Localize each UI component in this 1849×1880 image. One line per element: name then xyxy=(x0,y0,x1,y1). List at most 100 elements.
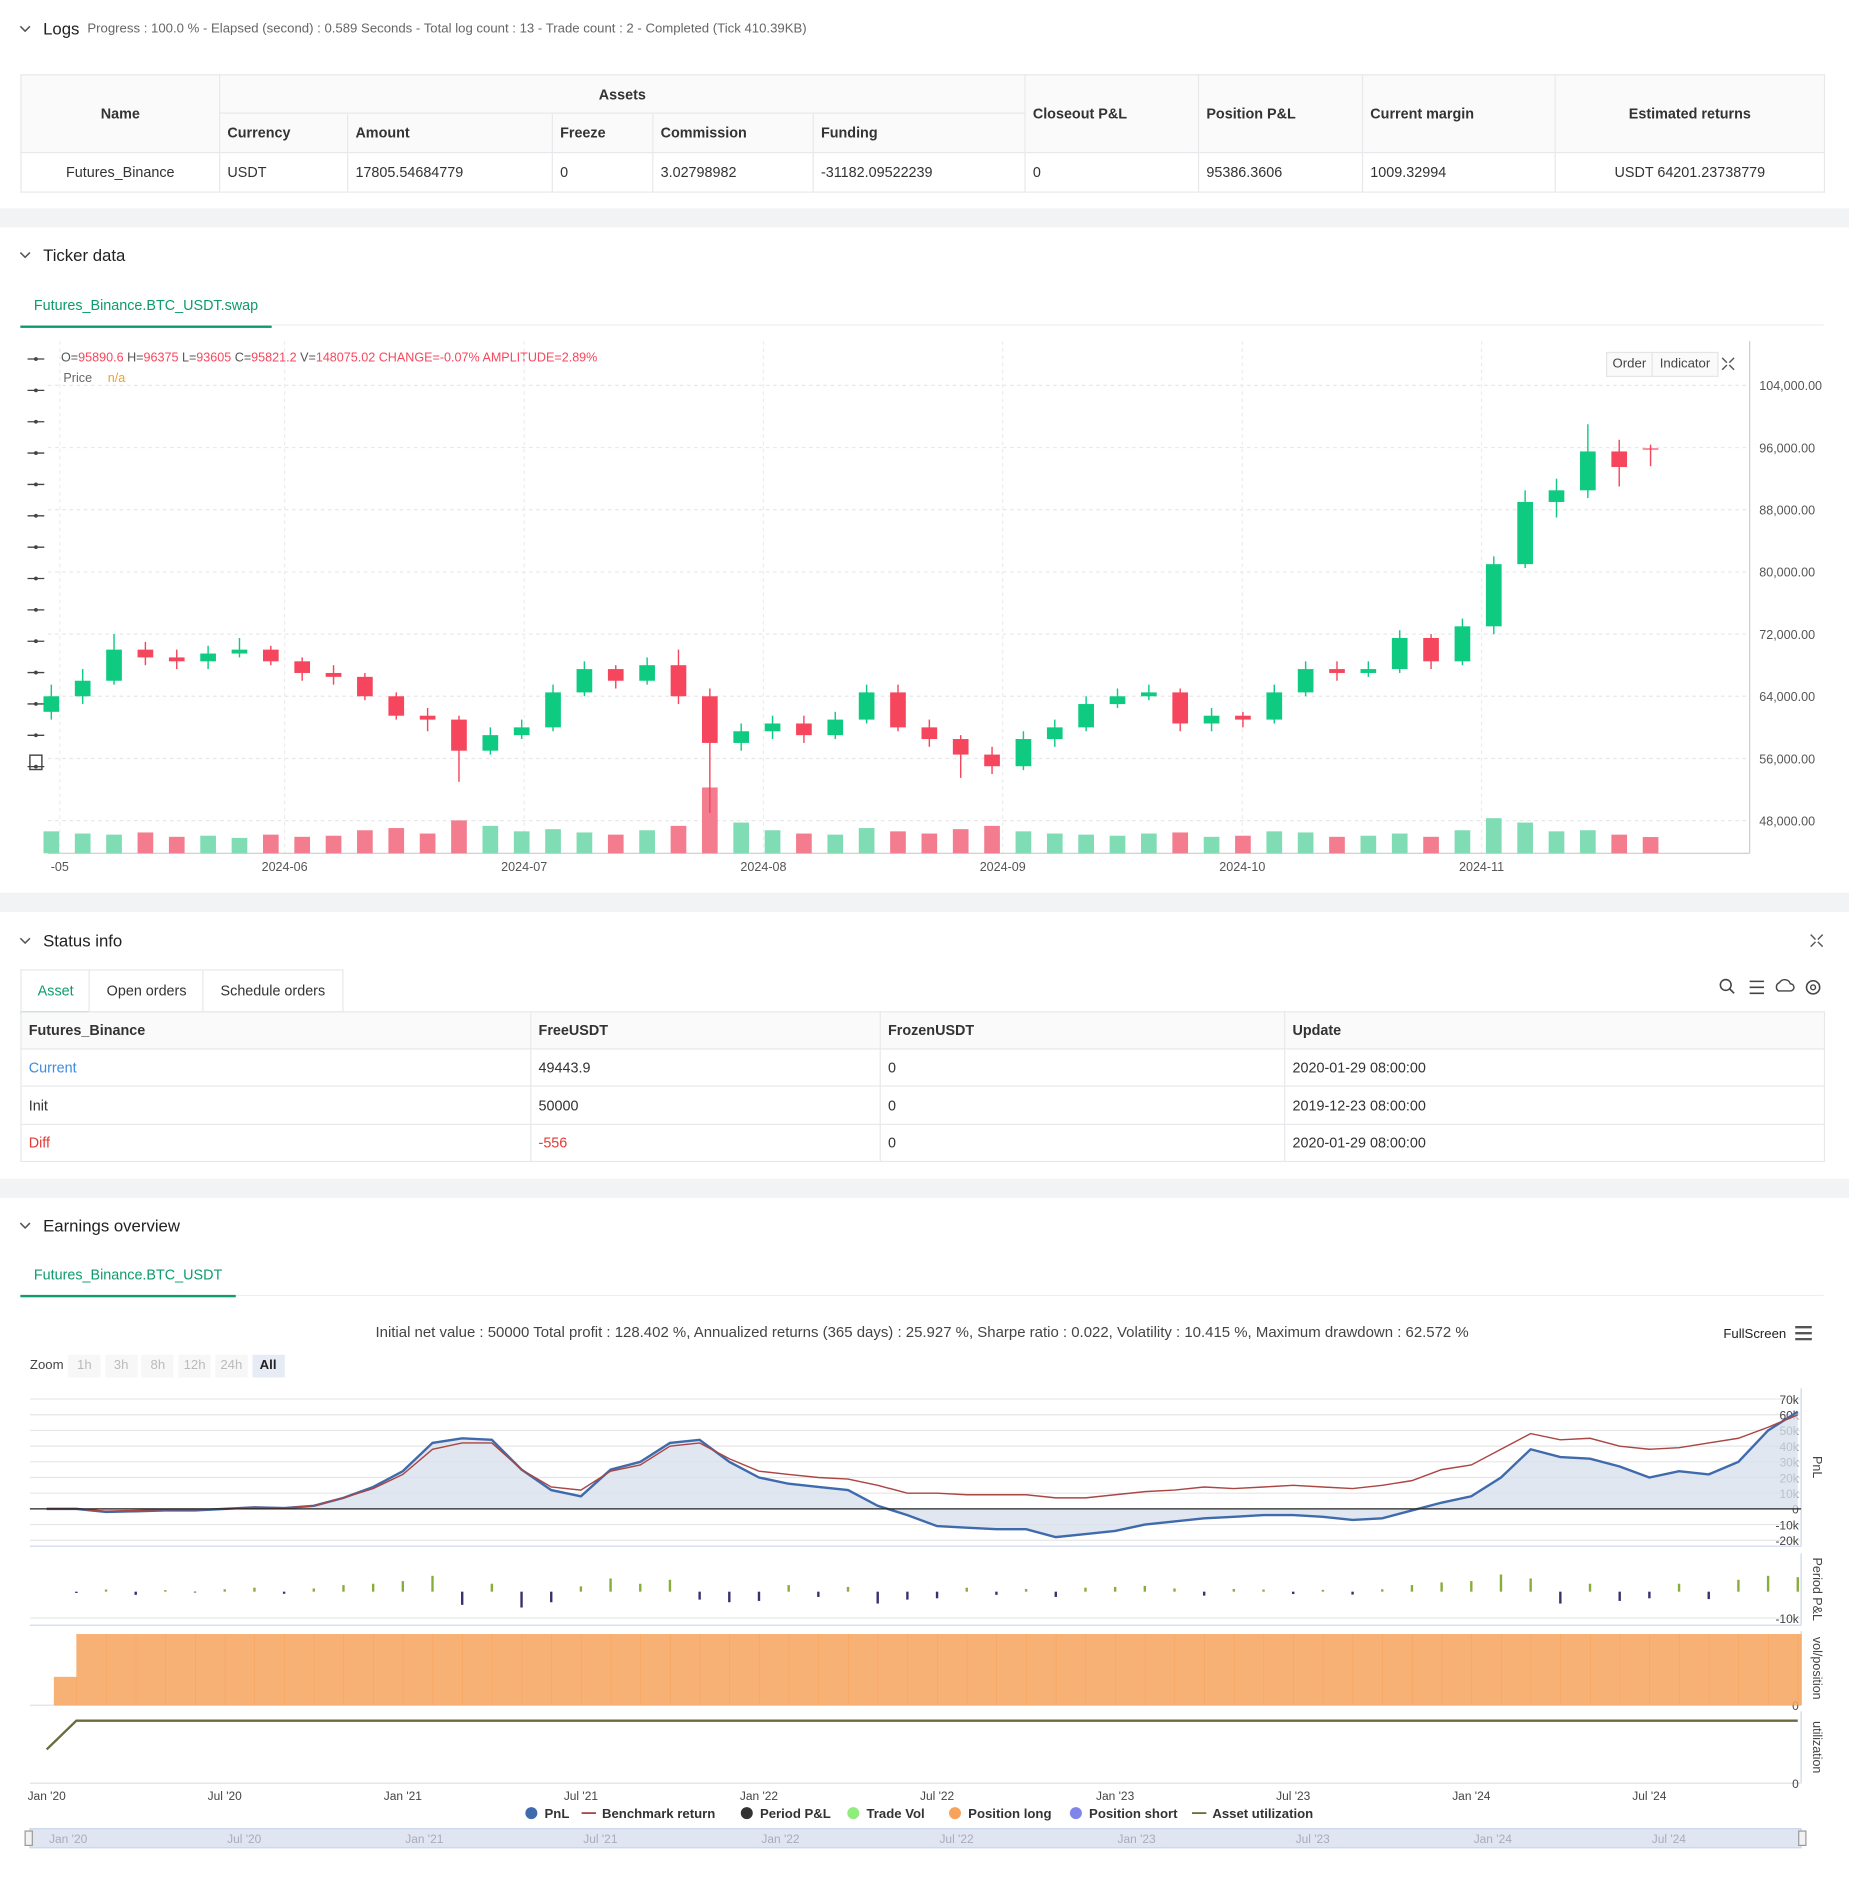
candle-body xyxy=(325,672,342,677)
bar xyxy=(1262,1589,1265,1592)
legend-item: Position short xyxy=(1089,1806,1178,1821)
legend-symbol xyxy=(525,1807,538,1820)
area-step xyxy=(1738,1634,1769,1706)
toolbar-icons[interactable] xyxy=(1719,978,1827,997)
volume-bar xyxy=(921,833,938,854)
collapse-icon[interactable] xyxy=(19,1219,31,1231)
area-step xyxy=(1411,1634,1443,1706)
tab[interactable]: Schedule orders xyxy=(202,969,344,1013)
volume-bar xyxy=(764,830,781,854)
bar xyxy=(193,1591,197,1593)
area-step xyxy=(491,1634,523,1706)
volume-bar xyxy=(1235,835,1251,854)
legend-item: Position long xyxy=(968,1806,1051,1821)
zoom-button[interactable]: 1h xyxy=(68,1354,101,1378)
zoom-button[interactable]: 3h xyxy=(104,1354,138,1378)
bar xyxy=(282,1591,286,1594)
navigator-label: Jan '23 xyxy=(1118,1832,1157,1846)
area-step xyxy=(788,1634,819,1706)
tool-icon xyxy=(33,419,38,424)
volume-bar xyxy=(639,830,655,854)
y-tick-label: 56,000.00 xyxy=(1759,752,1815,766)
y-tick-label: 60k xyxy=(1779,1409,1798,1423)
legend-item: Trade Vol xyxy=(866,1806,924,1821)
volume-bar xyxy=(1172,832,1189,854)
table-cell: -556 xyxy=(530,1123,881,1163)
y-tick-label: 48,000.00 xyxy=(1759,814,1815,828)
expand-icon[interactable] xyxy=(1810,933,1824,948)
area-step xyxy=(610,1634,641,1706)
area-step xyxy=(1233,1634,1265,1706)
candle-body xyxy=(1329,669,1345,673)
candle-body xyxy=(858,692,875,720)
collapse-icon[interactable] xyxy=(19,23,31,35)
bar xyxy=(1054,1591,1057,1597)
legend-label: Price xyxy=(63,370,93,386)
zoom-button[interactable]: 8h xyxy=(141,1354,174,1378)
series-line xyxy=(46,1410,1799,1539)
bar xyxy=(876,1591,879,1604)
ohlc-value: 96375 xyxy=(143,350,179,366)
bar xyxy=(1677,1583,1681,1592)
x-tick-label: Jan '22 xyxy=(740,1789,779,1803)
button[interactable]: Order xyxy=(1606,351,1653,377)
y-tick-label: 64,000.00 xyxy=(1759,690,1815,704)
area-step xyxy=(1204,1634,1235,1706)
bar xyxy=(787,1585,790,1592)
volume-bar xyxy=(1580,830,1596,854)
expand-icon[interactable] xyxy=(1721,357,1735,371)
candle-body xyxy=(701,696,718,743)
bar xyxy=(223,1589,226,1592)
button[interactable]: Indicator xyxy=(1651,351,1719,377)
candle-body xyxy=(733,731,750,743)
fullscreen-button[interactable]: FullScreen xyxy=(1723,1327,1787,1342)
table-cell: 0 xyxy=(551,151,654,193)
tab[interactable]: Open orders xyxy=(88,969,205,1013)
tab[interactable]: Futures_Binance.BTC_USDT.swap xyxy=(20,284,272,328)
area-step xyxy=(462,1634,493,1706)
volume-bar xyxy=(576,832,593,854)
amplitude: AMPLITUDE=2.89% xyxy=(482,350,598,366)
bar xyxy=(579,1586,583,1592)
navigator-label: Jan '21 xyxy=(405,1832,444,1846)
candle-body xyxy=(1266,692,1283,720)
tab[interactable]: Futures_Binance.BTC_USDT xyxy=(20,1254,236,1298)
volume-bar xyxy=(451,820,467,854)
x-tick-label: Jan '23 xyxy=(1096,1789,1135,1803)
area-step xyxy=(1263,1634,1294,1706)
tool-icon xyxy=(33,513,38,518)
bar xyxy=(312,1588,315,1592)
collapse-icon[interactable] xyxy=(19,935,31,947)
tab[interactable]: Asset xyxy=(20,969,91,1014)
bar xyxy=(1321,1589,1325,1592)
zoom-button[interactable]: 24h xyxy=(215,1354,248,1378)
zoom-button[interactable]: All xyxy=(251,1354,285,1378)
table-subheader: Commission xyxy=(652,112,814,154)
area-step xyxy=(1530,1634,1561,1706)
x-tick-label: 2024-08 xyxy=(740,860,786,874)
area-step xyxy=(818,1634,849,1706)
candle-body xyxy=(1485,564,1502,627)
candle-body xyxy=(1642,448,1659,450)
collapse-icon[interactable] xyxy=(19,249,31,261)
table-cell: 17805.54684779 xyxy=(347,151,553,193)
bar xyxy=(1499,1574,1503,1592)
area-step xyxy=(53,1676,77,1706)
y-axis-title: vol/position xyxy=(1810,1637,1824,1700)
table-header: Assets xyxy=(219,74,1026,114)
tool-icon xyxy=(33,702,38,706)
x-tick-label: Jan '20 xyxy=(28,1789,67,1803)
tool-icon xyxy=(33,639,38,644)
log-summary: Progress : 100.0 % - Elapsed (second) : … xyxy=(87,21,807,36)
legend-symbol xyxy=(1069,1807,1082,1820)
volume-bar xyxy=(1642,837,1659,854)
menu-icon[interactable] xyxy=(1795,1326,1812,1341)
legend-item: Benchmark return xyxy=(602,1806,715,1821)
bar xyxy=(520,1591,523,1608)
y-tick-label: -20k xyxy=(1775,1534,1798,1548)
zoom-button[interactable]: 12h xyxy=(178,1354,211,1378)
volume-bar xyxy=(200,835,216,854)
bar xyxy=(906,1591,909,1600)
tool-icon xyxy=(33,733,38,738)
candle-body xyxy=(827,719,844,736)
